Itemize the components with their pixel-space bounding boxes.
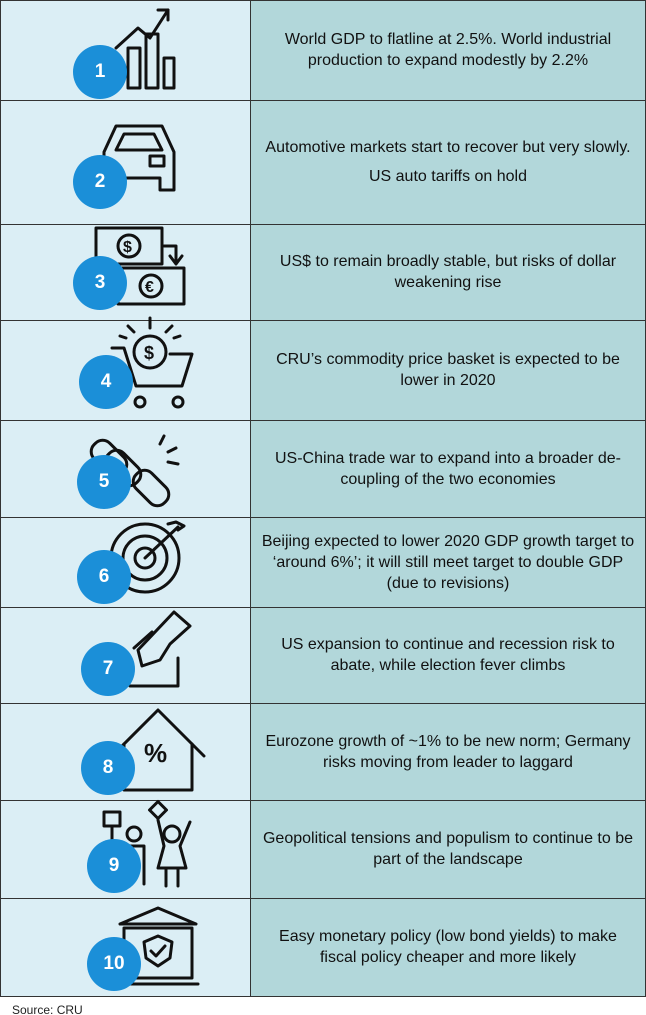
svg-text:%: % bbox=[144, 738, 167, 768]
icon-chart bbox=[114, 8, 176, 90]
icon-cart: $ bbox=[110, 316, 194, 409]
icon-money: $ € bbox=[94, 226, 186, 306]
row-text: US-China trade war to expand into a broa… bbox=[251, 420, 645, 517]
number-badge: 4 bbox=[79, 355, 133, 409]
text-cell-bg bbox=[250, 800, 646, 899]
statement: US$ to remain broadly stable, but risks … bbox=[279, 253, 617, 291]
row-text: Easy monetary policy (low bond yields) t… bbox=[251, 898, 645, 996]
icon-vote bbox=[128, 610, 192, 688]
svg-text:$: $ bbox=[144, 343, 154, 363]
row-text: US expansion to continue and recession r… bbox=[251, 607, 645, 703]
row-text: Automotive markets start to recover but … bbox=[251, 100, 645, 224]
statement: US-China trade war to expand into a broa… bbox=[275, 449, 621, 488]
source-note: Source: CRU bbox=[12, 1003, 83, 1015]
row-text: Beijing expected to lower 2020 GDP growt… bbox=[251, 517, 645, 607]
text-cell-bg bbox=[250, 703, 646, 801]
statement: CRU’s commodity price basket is expected… bbox=[276, 351, 620, 389]
number-badge: 2 bbox=[73, 155, 127, 209]
text-cell-bg bbox=[250, 420, 646, 518]
icon-cell bbox=[0, 0, 251, 101]
number-badge: 9 bbox=[87, 839, 141, 893]
row-text: Geopolitical tensions and populism to co… bbox=[251, 800, 645, 898]
number-badge: 3 bbox=[73, 256, 127, 310]
text-cell-bg bbox=[250, 224, 646, 321]
row-text: CRU’s commodity price basket is expected… bbox=[251, 320, 645, 420]
number-badge: 10 bbox=[87, 937, 141, 991]
text-cell-bg bbox=[250, 0, 646, 101]
statement: US expansion to continue and recession r… bbox=[281, 636, 615, 674]
statement: Geopolitical tensions and populism to co… bbox=[262, 830, 633, 868]
statement: Automotive markets start to recover but … bbox=[265, 139, 631, 156]
statement: Beijing expected to lower 2020 GDP growt… bbox=[261, 532, 635, 592]
icon-cell bbox=[0, 100, 251, 225]
statement: Easy monetary policy (low bond yields) t… bbox=[279, 928, 617, 966]
statement: Eurozone growth of ~1% to be new norm; G… bbox=[265, 732, 631, 771]
svg-text:€: € bbox=[145, 279, 154, 296]
text-cell-bg bbox=[250, 898, 646, 997]
number-badge: 8 bbox=[81, 741, 135, 795]
text-cell-bg bbox=[250, 100, 646, 225]
row-text: World GDP to flatline at 2.5%. World ind… bbox=[251, 0, 645, 100]
row-text: US$ to remain broadly stable, but risks … bbox=[251, 224, 645, 320]
number-badge: 1 bbox=[73, 45, 127, 99]
statement: US auto tariffs on hold bbox=[368, 168, 528, 185]
number-badge: 6 bbox=[77, 550, 131, 604]
svg-text:$: $ bbox=[123, 239, 132, 256]
number-badge: 5 bbox=[77, 455, 131, 509]
number-badge: 7 bbox=[81, 642, 135, 696]
statement: World GDP to flatline at 2.5%. World ind… bbox=[284, 31, 612, 69]
text-cell-bg bbox=[250, 320, 646, 421]
text-cell-bg bbox=[250, 517, 646, 608]
row-text: Eurozone growth of ~1% to be new norm; G… bbox=[251, 703, 645, 800]
text-cell-bg bbox=[250, 607, 646, 704]
